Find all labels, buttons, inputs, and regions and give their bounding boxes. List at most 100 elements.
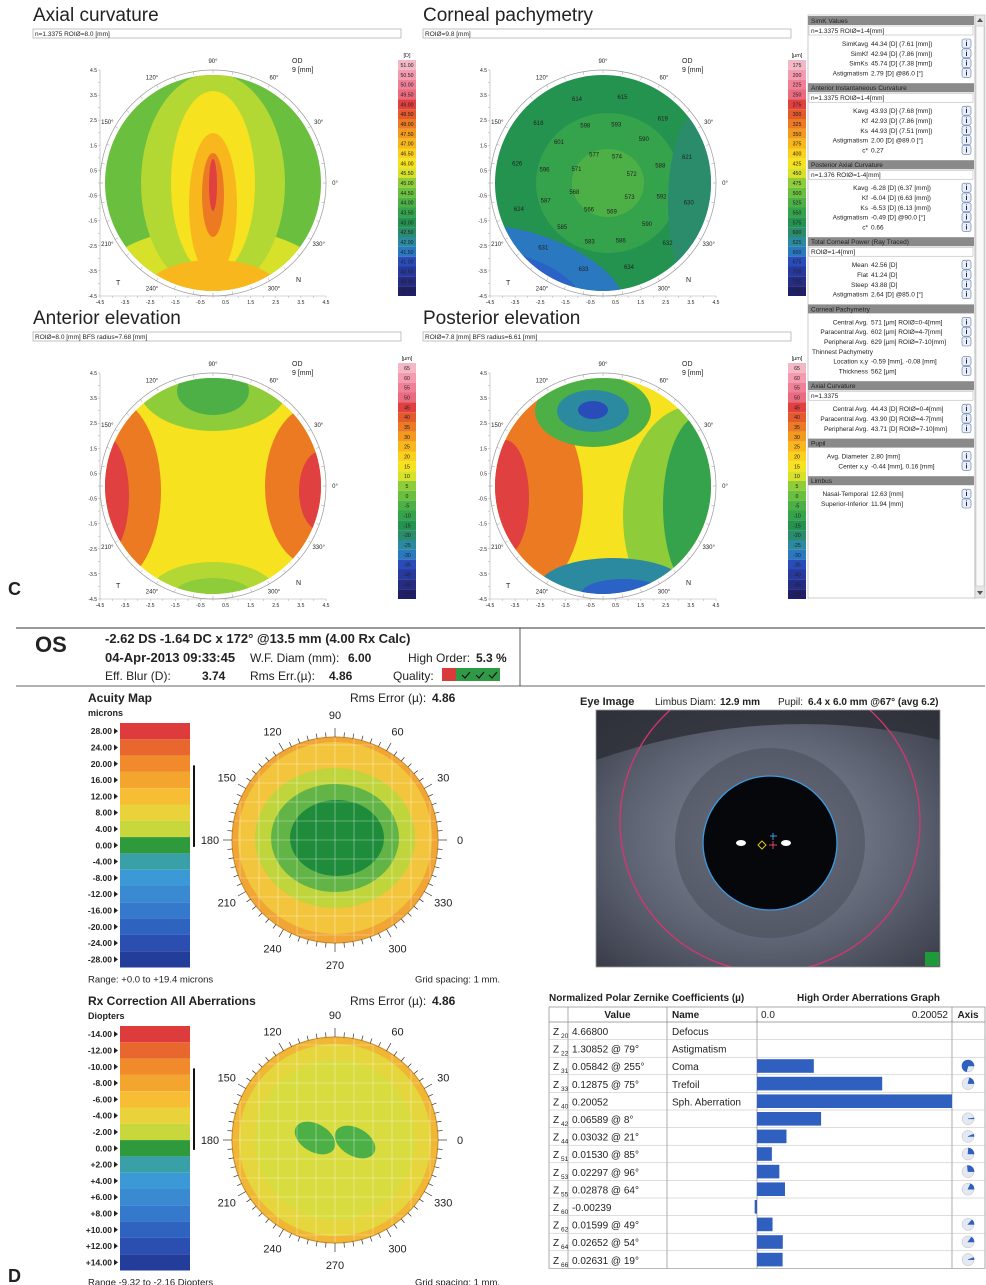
table-title: Normalized Polar Zernike Coefficients (µ… (549, 993, 744, 1004)
info-button[interactable] (961, 413, 972, 424)
scale-label: -30 (793, 553, 801, 559)
polar-label: 330° (702, 545, 715, 551)
info-button[interactable] (961, 488, 972, 499)
info-button[interactable] (961, 403, 972, 414)
scale-pointer (114, 1161, 118, 1168)
ring-tick (419, 898, 424, 903)
ring-tick (156, 85, 159, 88)
info-button[interactable] (961, 317, 972, 327)
scale-cell (398, 128, 416, 139)
ring-tick (657, 581, 660, 584)
ring-tick (583, 374, 585, 378)
ring-tick (640, 379, 642, 383)
y-tick-label: 4.5 (480, 371, 487, 377)
polar-label: 300° (268, 287, 281, 293)
polar-label: 150° (101, 423, 114, 429)
ring-tick (115, 429, 118, 432)
scale-cell (788, 579, 806, 590)
scale-cell (120, 1189, 190, 1206)
info-button[interactable] (961, 366, 972, 376)
info-icon: i (966, 205, 968, 212)
ring-tick (407, 1063, 412, 1068)
info-button[interactable] (961, 423, 972, 434)
info-button[interactable] (961, 498, 972, 509)
scale-cell (788, 158, 806, 169)
info-button[interactable] (961, 212, 972, 222)
scale-label: -45 (403, 582, 411, 588)
scale-label: 44.00 (401, 201, 414, 207)
contour-map (105, 378, 321, 594)
quality-bad (442, 668, 456, 681)
scale-label: -16.00 (88, 905, 112, 915)
nasal-label: N (686, 580, 691, 587)
info-icon: i (966, 262, 968, 269)
section-sub-box (808, 169, 974, 180)
scale-cell (398, 471, 416, 481)
x-tick-label: 3.5 (687, 603, 694, 609)
ring-tick (283, 267, 286, 270)
info-button[interactable] (961, 269, 972, 280)
ring-tick (252, 770, 257, 775)
zernike-value: 0.02878 @ 64° (572, 1185, 639, 1196)
scale-cell (788, 481, 806, 491)
info-button[interactable] (961, 192, 972, 203)
info-button[interactable] (961, 38, 972, 49)
pachymetry-reading: 596 (539, 168, 550, 174)
ring-tick (505, 540, 508, 543)
row-label: Kf (862, 118, 868, 125)
pupil: 6.4 x 6.0 mm @67° (avg 6.2) (808, 697, 938, 708)
y-tick-label: 1.5 (90, 446, 97, 452)
ring-tick (657, 388, 660, 391)
polar-label: 300 (388, 943, 406, 955)
row-value: 2.00 [D] @89.0 [°] (871, 137, 923, 145)
polar-label: 210 (218, 1198, 236, 1210)
info-button[interactable] (961, 326, 972, 337)
ring-tick (428, 883, 434, 886)
info-button[interactable] (961, 125, 972, 136)
row-value: 45.74 [D] (7.38 [mm]) (871, 61, 932, 68)
scale-label: 600 (793, 230, 802, 236)
ring-tick (267, 388, 270, 391)
info-button[interactable] (961, 58, 972, 68)
info-button[interactable] (961, 289, 972, 299)
info-button[interactable] (961, 48, 972, 59)
ring-tick (306, 1035, 309, 1041)
y-tick-label: -0.5 (478, 194, 487, 200)
ring-tick (431, 802, 437, 806)
row-label: Superior-Inferior (821, 501, 869, 508)
info-button[interactable] (961, 336, 972, 347)
ring-tick (272, 1051, 277, 1056)
info-button[interactable] (961, 68, 972, 78)
row-value: -6.28 [D] (6.37 [mm]) (871, 185, 931, 192)
scale-label: -35 (793, 563, 801, 569)
scale-label: 48.50 (401, 112, 414, 118)
info-button[interactable] (961, 279, 972, 290)
x-tick-label: 2.5 (662, 603, 669, 609)
ring-tick (258, 763, 263, 768)
info-button[interactable] (961, 461, 972, 471)
pachymetry-reading: 583 (585, 240, 596, 246)
scale-label: 24.00 (91, 742, 113, 752)
scale-label: 65 (794, 366, 800, 372)
scale-cell (398, 549, 416, 560)
info-button[interactable] (961, 356, 972, 366)
info-button[interactable] (961, 115, 972, 126)
ring-tick (530, 96, 533, 99)
polar-label: 30 (437, 1073, 449, 1085)
polar-label: 0 (457, 835, 463, 847)
info-button[interactable] (961, 145, 972, 155)
ring-tick (231, 374, 233, 378)
ring-tick (496, 144, 500, 146)
info-button[interactable] (961, 202, 972, 213)
scale-cell (788, 510, 806, 521)
info-button[interactable] (961, 222, 972, 232)
info-button[interactable] (961, 135, 972, 145)
row-label: Center x,y (838, 463, 868, 470)
info-button[interactable] (961, 259, 972, 270)
scale-pointer (114, 777, 118, 784)
scale-label: 40.50 (401, 269, 414, 275)
info-button[interactable] (961, 182, 972, 193)
ring-tick (491, 504, 495, 506)
info-button[interactable] (961, 451, 972, 461)
info-button[interactable] (961, 105, 972, 116)
